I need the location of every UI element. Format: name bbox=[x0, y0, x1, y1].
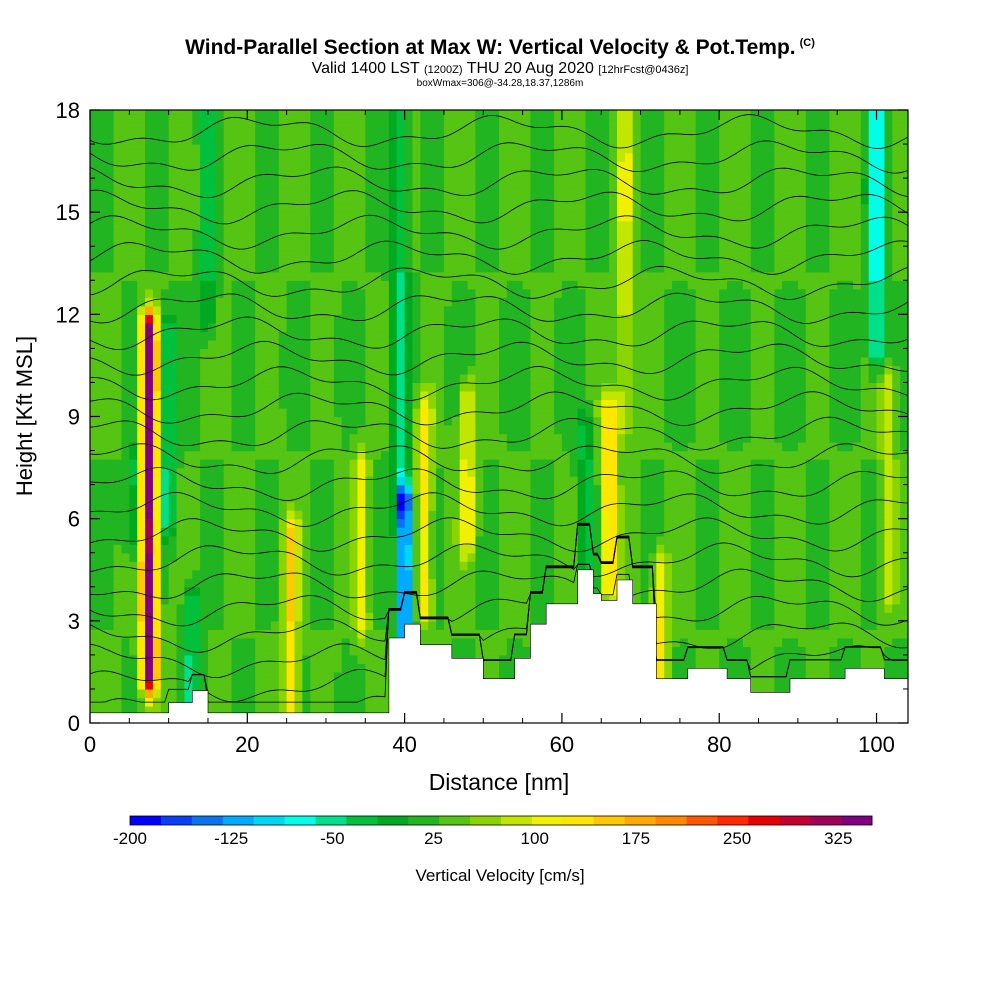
colorbar-frame bbox=[129, 815, 873, 826]
colorbar-tick-label: -125 bbox=[214, 829, 248, 848]
colorbar-tick-label: 25 bbox=[424, 829, 443, 848]
isentrope bbox=[90, 214, 908, 250]
y-axis-label: Height [Kft MSL] bbox=[12, 336, 37, 496]
isentrope bbox=[90, 166, 908, 199]
colorbar-tick-label: 175 bbox=[622, 829, 650, 848]
colorbar-swatch bbox=[717, 816, 749, 825]
y-tick-label: 15 bbox=[56, 200, 80, 225]
valid-prefix: Valid 1400 LST bbox=[311, 60, 420, 77]
x-tick-label: 40 bbox=[392, 732, 416, 757]
title-main: Wind-Parallel Section at Max W: Vertical… bbox=[185, 36, 796, 59]
colorbar-swatch bbox=[748, 816, 780, 825]
isentrope bbox=[90, 467, 908, 501]
colorbar-tick-label: -200 bbox=[113, 829, 147, 848]
isentrope bbox=[90, 416, 908, 451]
chart-title: Wind-Parallel Section at Max W: Vertical… bbox=[0, 36, 1000, 60]
y-tick-label: 0 bbox=[68, 711, 80, 736]
colorbar-swatch bbox=[439, 816, 471, 825]
colorbar-swatch bbox=[841, 816, 873, 825]
isentrope bbox=[90, 391, 908, 427]
y-tick-label: 3 bbox=[68, 609, 80, 634]
isentrope bbox=[90, 239, 908, 275]
colorbar-swatch bbox=[346, 816, 378, 825]
colorbar-swatch bbox=[191, 816, 224, 825]
colorbar-swatch bbox=[779, 816, 811, 825]
y-tick-label: 18 bbox=[56, 98, 80, 123]
colorbar-tick-label: -50 bbox=[320, 829, 345, 848]
x-axis-label: Distance [nm] bbox=[429, 769, 570, 795]
colorbar-swatch bbox=[624, 816, 656, 825]
x-tick-label: 0 bbox=[84, 732, 96, 757]
isentrope bbox=[90, 292, 908, 324]
isentrope bbox=[90, 316, 908, 351]
box-info: boxWmax=306@-34.28,18.37,1286m bbox=[416, 78, 584, 89]
colorbar-swatch bbox=[408, 816, 440, 825]
y-tick-label: 12 bbox=[56, 302, 80, 327]
isentrope bbox=[90, 114, 908, 149]
forecast-info: [12hrFcst@0436z] bbox=[598, 64, 689, 76]
x-tick-label: 100 bbox=[858, 732, 895, 757]
valid-date: THU 20 Aug 2020 bbox=[466, 60, 594, 77]
terrain-mask bbox=[89, 569, 909, 724]
isentrope bbox=[90, 340, 908, 376]
colorbar-swatch bbox=[315, 816, 347, 825]
isentrope bbox=[90, 443, 908, 474]
isentrope bbox=[90, 522, 908, 703]
colorbar-swatch bbox=[593, 816, 626, 825]
colorbar-tick-label: 325 bbox=[824, 829, 852, 848]
colorbar-swatch bbox=[470, 816, 502, 825]
isentrope bbox=[90, 140, 908, 174]
isentrope bbox=[90, 524, 908, 653]
colorbar-swatch bbox=[655, 816, 687, 825]
colorbar-swatch bbox=[810, 816, 842, 825]
isentrope bbox=[90, 523, 908, 703]
colorbar-swatch bbox=[501, 816, 533, 825]
colorbar-label: Vertical Velocity [cm/s] bbox=[415, 866, 584, 885]
colorbar-swatch bbox=[160, 816, 193, 825]
isentrope bbox=[90, 524, 908, 627]
colorbar-swatch bbox=[222, 816, 255, 825]
colorbar-swatch bbox=[686, 816, 718, 825]
valid-utc: (1200Z) bbox=[424, 64, 463, 76]
colorbar-tick-label: 100 bbox=[521, 829, 549, 848]
valid-time-line: Valid 1400 LST (1200Z) THU 20 Aug 2020 [… bbox=[0, 60, 1000, 78]
colorbar-swatch bbox=[130, 816, 162, 825]
colorbar-swatch bbox=[284, 816, 316, 825]
y-tick-label: 6 bbox=[68, 507, 80, 532]
colorbar-swatch bbox=[531, 816, 564, 825]
isentrope bbox=[90, 563, 908, 603]
isentrope bbox=[90, 517, 908, 553]
isentrope bbox=[90, 265, 908, 300]
y-tick-label: 9 bbox=[68, 405, 80, 430]
potential-temperature-contours bbox=[90, 114, 908, 703]
x-tick-label: 60 bbox=[550, 732, 574, 757]
colorbar-swatch bbox=[377, 816, 409, 825]
colorbar: -200 -125 -50 25 100 175 250 325 bbox=[113, 815, 873, 848]
colorbar-swatch bbox=[253, 816, 285, 825]
axes: 0 20 40 60 80 100 0 3 6 9 12 15 18 bbox=[56, 98, 908, 757]
colorbar-swatch bbox=[562, 816, 595, 825]
isentrope bbox=[90, 189, 908, 225]
isentrope bbox=[90, 542, 908, 578]
copyright-mark: (C) bbox=[799, 37, 815, 49]
isentrope bbox=[90, 523, 908, 679]
x-tick-label: 80 bbox=[707, 732, 731, 757]
x-tick-label: 20 bbox=[235, 732, 259, 757]
colorbar-tick-label: 250 bbox=[723, 829, 751, 848]
isentrope bbox=[90, 366, 908, 401]
isentrope bbox=[90, 492, 908, 527]
